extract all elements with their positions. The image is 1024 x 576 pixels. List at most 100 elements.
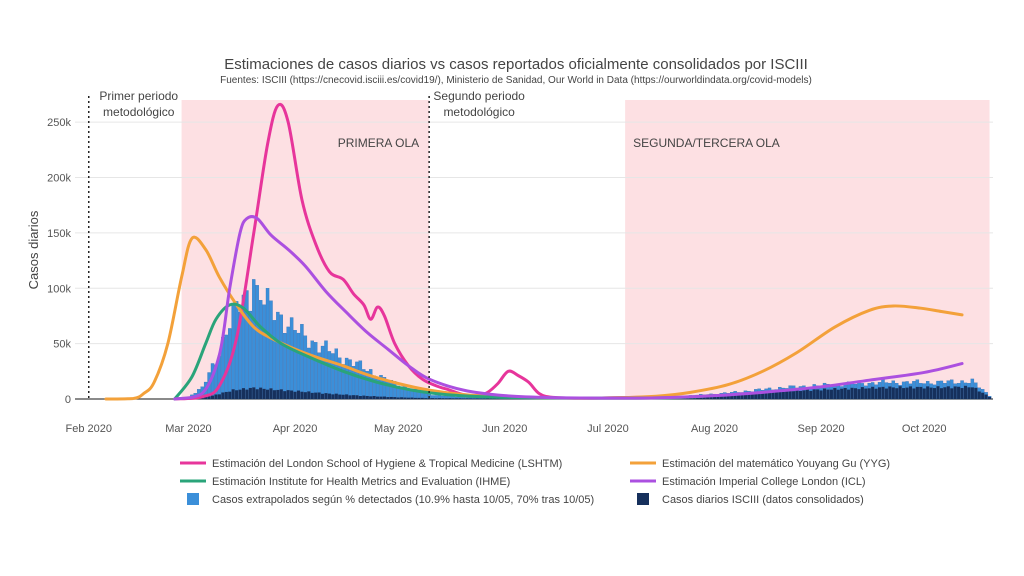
isciii-bar xyxy=(296,390,301,399)
isciii-bar xyxy=(403,397,407,399)
isciii-bar xyxy=(795,389,799,399)
isciii-bar xyxy=(967,387,971,399)
isciii-bar xyxy=(382,396,386,399)
extrapolated-bar xyxy=(265,288,270,400)
isciii-bar xyxy=(754,393,758,399)
isciii-bar xyxy=(217,394,221,399)
x-tick-label: Apr 2020 xyxy=(273,423,318,435)
period-label: Segundo periodo xyxy=(433,89,525,103)
isciii-bar xyxy=(386,397,390,399)
y-tick-label: 150k xyxy=(47,228,71,240)
isciii-bar xyxy=(358,396,362,399)
region-label: PRIMERA OLA xyxy=(338,136,419,150)
isciii-bar xyxy=(265,389,270,399)
isciii-bar xyxy=(981,392,985,399)
isciii-bar xyxy=(461,398,466,399)
isciii-bar xyxy=(351,395,356,399)
isciii-bar xyxy=(210,395,215,399)
period-label: Primer periodo xyxy=(99,89,178,103)
isciii-bar xyxy=(458,398,462,399)
isciii-bar xyxy=(792,391,796,399)
isciii-bar xyxy=(307,391,311,399)
isciii-bar xyxy=(960,388,964,399)
isciii-bar xyxy=(860,387,864,399)
isciii-bar xyxy=(726,394,730,399)
isciii-bar xyxy=(272,390,276,399)
isciii-bar xyxy=(444,398,448,399)
legend-item[interactable]: Estimación del matemático Youyang Gu (YY… xyxy=(662,458,890,470)
legend-item[interactable]: Casos extrapolados según % detectados (1… xyxy=(212,494,594,506)
isciii-bar xyxy=(248,387,252,399)
isciii-bar xyxy=(774,391,778,399)
isciii-bar xyxy=(953,386,957,399)
isciii-bar xyxy=(822,388,827,399)
legend-item[interactable]: Estimación del London School of Hygiene … xyxy=(212,458,562,470)
isciii-bar xyxy=(805,389,809,399)
x-tick-label: Aug 2020 xyxy=(691,423,738,435)
isciii-bar xyxy=(750,393,754,399)
lshtm-line xyxy=(173,102,675,401)
isciii-bar xyxy=(434,398,438,399)
isciii-bar xyxy=(252,387,256,399)
isciii-bar xyxy=(781,391,785,399)
extrapolated-bar xyxy=(313,342,318,400)
legend-item[interactable]: Estimación Imperial College London (ICL) xyxy=(662,476,866,488)
isciii-bar xyxy=(915,386,919,399)
isciii-bar xyxy=(898,386,902,399)
isciii-bar xyxy=(747,392,751,399)
isciii-bar xyxy=(716,395,720,399)
isciii-bar xyxy=(207,396,211,399)
isciii-bar xyxy=(300,391,304,399)
isciii-bar xyxy=(293,391,297,399)
extrapolated-bar xyxy=(320,345,325,400)
extrapolated-bar xyxy=(252,279,256,400)
isciii-bar xyxy=(276,389,280,399)
y-tick-label: 200k xyxy=(47,173,71,185)
legend-item[interactable]: Casos diarios ISCIII (datos consolidados… xyxy=(662,494,864,506)
isciii-bar xyxy=(472,398,476,399)
isciii-bar xyxy=(733,394,737,399)
isciii-bar xyxy=(338,394,342,399)
extrapolated-bar xyxy=(327,351,332,400)
isciii-bar xyxy=(228,391,232,399)
extrapolated-bar xyxy=(234,301,239,400)
isciii-bar xyxy=(235,390,239,399)
isciii-bar xyxy=(441,398,445,399)
isciii-bar xyxy=(771,392,775,399)
isciii-bar xyxy=(836,389,840,399)
line-series xyxy=(104,102,964,401)
icl-line xyxy=(173,215,964,401)
isciii-bar xyxy=(420,397,424,399)
legend-item[interactable]: Estimación Institute for Health Metrics … xyxy=(212,476,510,488)
isciii-bar xyxy=(348,395,352,399)
isciii-bar xyxy=(826,389,830,399)
isciii-bar xyxy=(816,389,820,399)
isciii-bar xyxy=(740,393,744,399)
isciii-bar xyxy=(884,388,888,399)
isciii-bar xyxy=(214,394,218,399)
shaded-region-2 xyxy=(625,100,990,399)
isciii-bar xyxy=(303,392,307,399)
isciii-bar xyxy=(393,397,397,399)
isciii-bar xyxy=(853,388,858,399)
isciii-bar xyxy=(283,391,287,399)
isciii-bar xyxy=(761,392,765,399)
extrapolated-bar xyxy=(358,360,363,400)
isciii-bar xyxy=(334,393,338,399)
isciii-bar xyxy=(809,390,813,399)
isciii-bar xyxy=(764,392,768,399)
isciii-bar xyxy=(891,387,895,399)
isciii-bar xyxy=(379,396,383,399)
isciii-bar xyxy=(427,398,431,399)
isciii-bar xyxy=(345,394,349,399)
shaded-regions: PRIMERA OLA SEGUNDA/TERCERA OLA xyxy=(181,100,990,399)
extrapolated-bar xyxy=(276,311,280,400)
isciii-bar xyxy=(723,394,727,399)
extrapolated-bar xyxy=(279,314,283,400)
isciii-bar xyxy=(847,389,851,399)
isciii-bar xyxy=(950,388,954,399)
isciii-bar xyxy=(406,397,411,399)
isciii-bar xyxy=(908,386,913,399)
isciii-bar xyxy=(743,394,747,399)
isciii-bar xyxy=(324,393,328,399)
